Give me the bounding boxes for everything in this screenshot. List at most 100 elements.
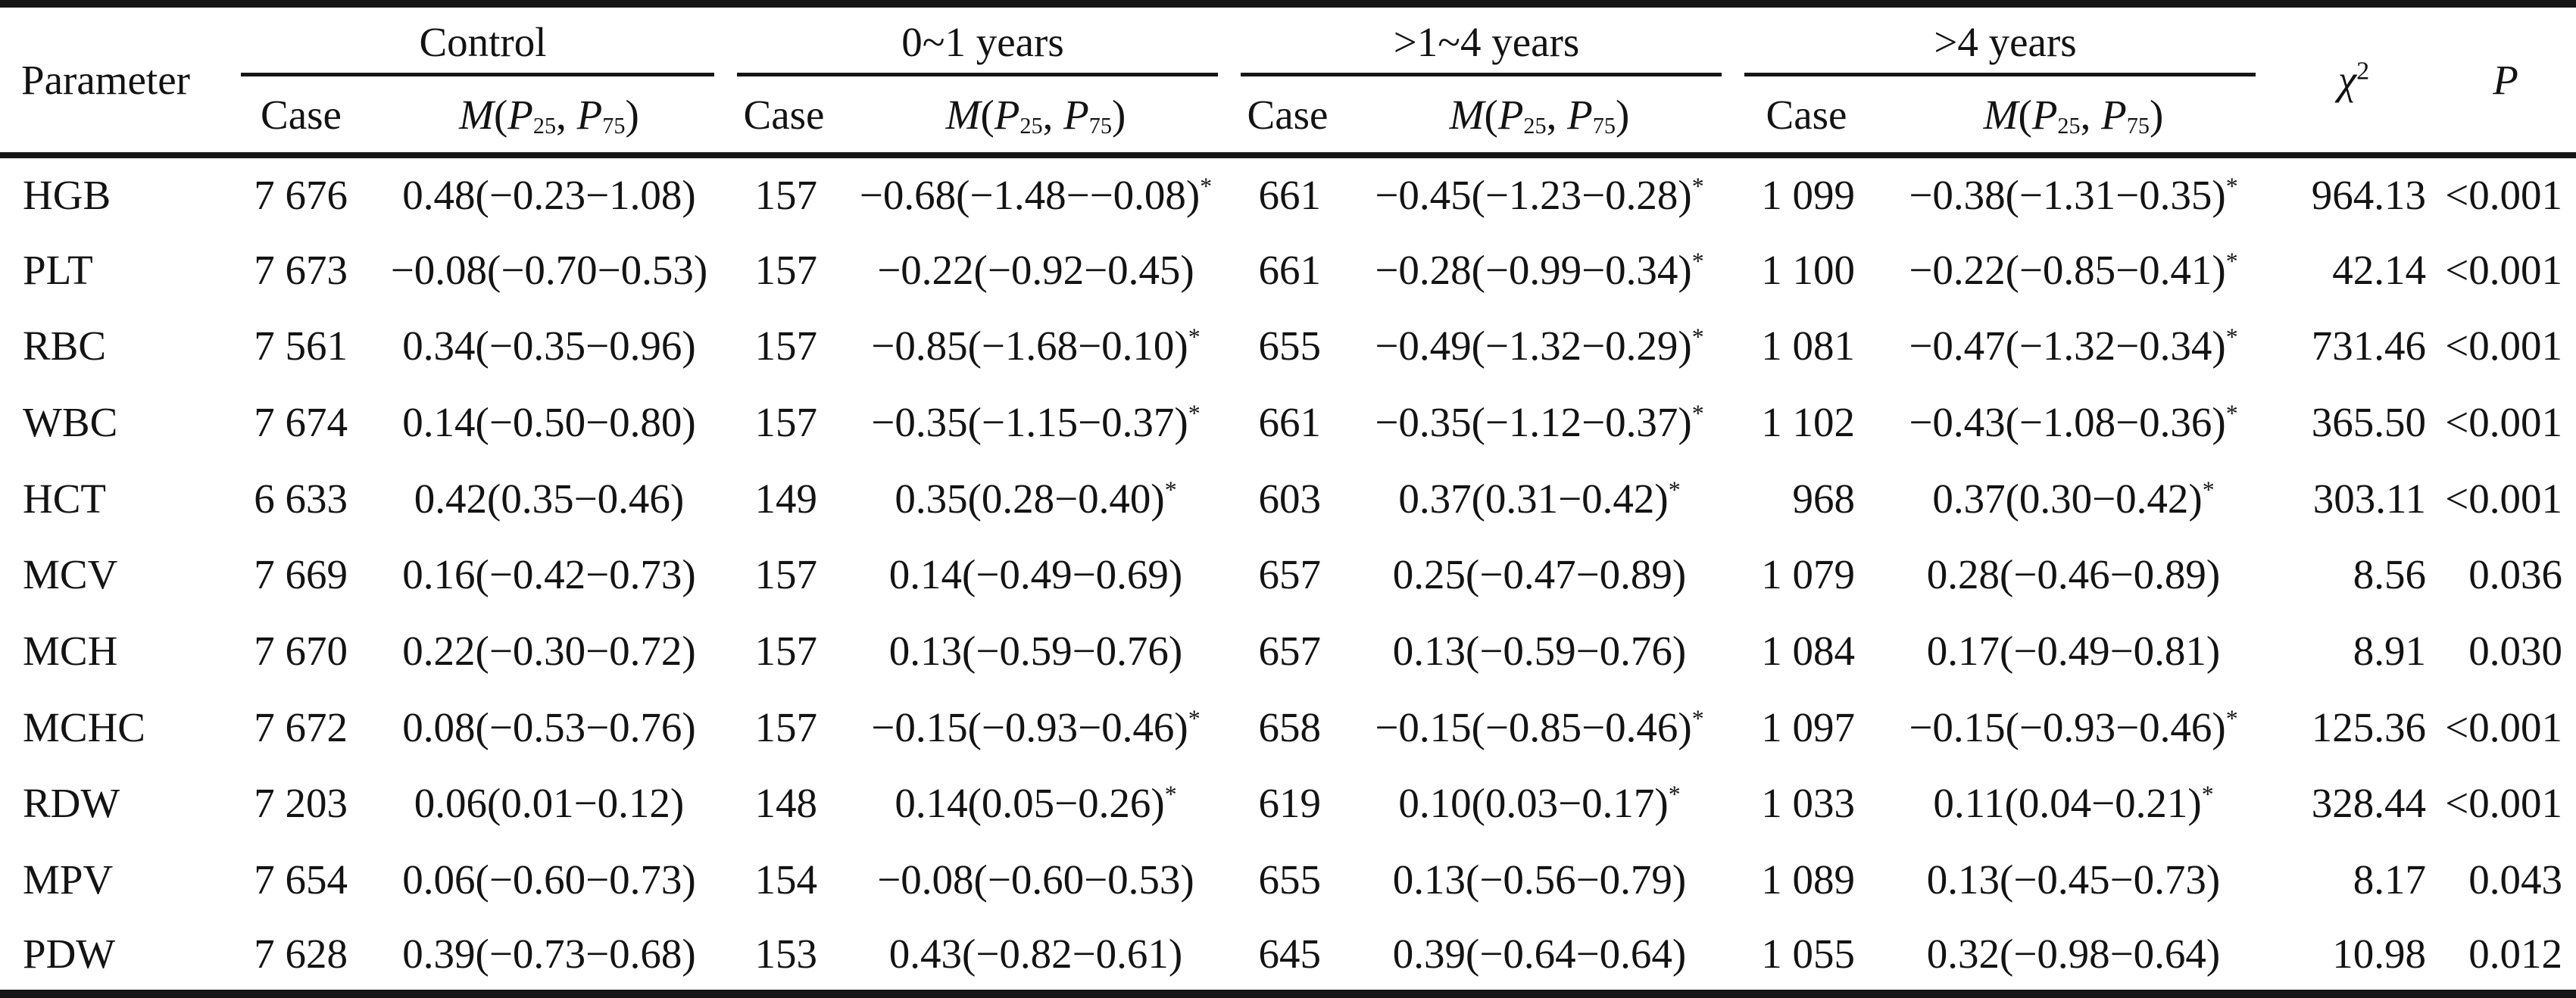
m-cell: −0.45(−1.23−0.28)* [1375, 171, 1704, 218]
table-row: WBC 7 674 0.14(−0.50−0.80) 157 −0.35(−1.15−0… [0, 384, 2576, 460]
m-cell: −0.43(−1.08−0.36)* [1909, 398, 2238, 445]
significance-star: * [1691, 248, 1704, 275]
p-value-header: P [2493, 57, 2518, 103]
m-cell: −0.08(−0.60−0.53) [877, 856, 1194, 903]
case-cell: 1 100 [1761, 246, 1856, 293]
significance-star: * [2225, 173, 2238, 200]
case-cell: 7 673 [254, 246, 348, 293]
case-cell: 157 [754, 703, 818, 750]
significance-star: * [1164, 476, 1177, 504]
case-header-4-years: Case [1766, 91, 1847, 138]
p-cell: 0.030 [2468, 627, 2563, 674]
m-cell: 0.13(−0.59−0.76) [888, 627, 1183, 674]
case-cell: 157 [754, 398, 818, 445]
m-p25-p75-header-0-1-years: M(P25, P75) [945, 91, 1126, 139]
m-cell: 0.37(0.31−0.42)* [1398, 475, 1681, 522]
chi2-cell: 731.46 [2311, 323, 2427, 370]
case-cell: 157 [754, 627, 818, 674]
m-cell: 0.39(−0.73−0.68) [402, 930, 696, 977]
param-cell: PLT [23, 246, 93, 293]
p-cell: <0.001 [2445, 703, 2563, 750]
m-cell: 0.06(0.01−0.12) [414, 780, 685, 827]
m-cell: 0.25(−0.47−0.89) [1392, 551, 1687, 598]
case-cell: 1 033 [1761, 780, 1856, 827]
m-cell: 0.08(−0.53−0.76) [402, 703, 696, 750]
chi-symbol: χ [2337, 57, 2357, 103]
group-header-1-4-years: >1~4 years [1235, 4, 1738, 76]
p-cell: <0.001 [2445, 323, 2563, 370]
case-cell: 655 [1258, 856, 1322, 903]
table-row: RDW 7 203 0.06(0.01−0.12) 148 0.14(0.05−0.26… [0, 765, 2576, 841]
m-cell: −0.15(−0.93−0.46)* [1909, 703, 2238, 750]
case-cell: 7 669 [254, 551, 348, 598]
case-cell: 149 [754, 475, 818, 522]
m-p25-p75-header-4-years: M(P25, P75) [1983, 91, 2164, 139]
table-row: MCV 7 669 0.16(−0.42−0.73) 157 0.14(−0.49−0.… [0, 536, 2576, 613]
table-row: PLT 7 673 −0.08(−0.70−0.53) 157 −0.22(−0.92−… [0, 232, 2576, 308]
case-cell: 7 203 [254, 780, 348, 827]
parameter-header: Parameter [21, 57, 190, 103]
table-row: MPV 7 654 0.06(−0.60−0.73) 154 −0.08(−0.60−0… [0, 841, 2576, 918]
param-cell: MCV [23, 551, 118, 598]
case-cell: 655 [1258, 323, 1322, 370]
case-cell: 7 628 [254, 930, 348, 977]
case-cell: 148 [754, 780, 818, 827]
chi2-cell: 10.98 [2332, 930, 2427, 977]
p-cell: 0.036 [2468, 551, 2563, 598]
significance-star: * [2225, 400, 2238, 427]
p-cell: <0.001 [2445, 171, 2563, 218]
table-row: MCHC 7 672 0.08(−0.53−0.76) 157 −0.15(−0.93−… [0, 689, 2576, 766]
case-cell: 619 [1258, 780, 1322, 827]
case-cell: 657 [1258, 627, 1322, 674]
case-cell: 1 055 [1761, 930, 1856, 977]
m-cell: −0.22(−0.92−0.45) [877, 246, 1194, 293]
significance-star: * [2225, 248, 2238, 275]
case-cell: 661 [1258, 171, 1322, 218]
case-cell: 154 [754, 856, 818, 903]
case-cell: 1 081 [1761, 323, 1856, 370]
chi2-cell: 8.91 [2353, 627, 2427, 674]
chi2-cell: 8.17 [2353, 856, 2427, 903]
m-cell: −0.22(−0.85−0.41)* [1909, 246, 2238, 293]
sub-header-row: Case M(P25, P75) Case M(P25, P75) Case M… [0, 76, 2576, 155]
chi-exponent: 2 [2356, 57, 2370, 86]
param-cell: MCH [23, 627, 118, 674]
case-cell: 7 670 [254, 627, 348, 674]
significance-star: * [1691, 400, 1704, 427]
case-cell: 7 674 [254, 398, 348, 445]
m-cell: −0.15(−0.93−0.46)* [871, 703, 1201, 750]
significance-star: * [1691, 705, 1704, 732]
significance-star: * [1668, 781, 1681, 808]
case-cell: 157 [754, 246, 818, 293]
p-cell: 0.012 [2468, 930, 2563, 977]
p-cell: <0.001 [2445, 475, 2563, 522]
chi2-cell: 964.13 [2311, 171, 2427, 218]
table-row: RBC 7 561 0.34(−0.35−0.96) 157 −0.85(−1.68−0… [0, 307, 2576, 384]
significance-star: * [1691, 173, 1704, 200]
significance-star: * [1668, 476, 1681, 504]
group-header-0-1-years: 0~1 years [731, 4, 1235, 76]
case-header-1-4-years: Case [1247, 91, 1329, 138]
case-cell: 7 561 [254, 323, 348, 370]
m-cell: −0.47(−1.32−0.34)* [1909, 323, 2238, 370]
table-row: HCT 6 633 0.42(0.35−0.46) 149 0.35(0.28−0.40… [0, 460, 2576, 537]
chi2-cell: 365.50 [2311, 398, 2427, 445]
chi2-cell: 328.44 [2311, 780, 2427, 827]
case-cell: 7 654 [254, 856, 348, 903]
m-cell: 0.39(−0.64−0.64) [1392, 930, 1687, 977]
case-cell: 658 [1258, 703, 1322, 750]
group-label: 0~1 years [901, 19, 1064, 65]
chi-square-header: χ2 [2272, 4, 2435, 155]
param-cell: RDW [23, 780, 120, 827]
case-cell: 7 672 [254, 703, 348, 750]
m-cell: 0.10(0.03−0.17)* [1398, 780, 1681, 827]
case-cell: 661 [1258, 246, 1322, 293]
case-header-0-1-years: Case [743, 91, 825, 138]
table-header: Parameter Control 0~1 years >1~4 years >… [0, 4, 2576, 155]
m-cell: 0.14(0.05−0.26)* [895, 780, 1177, 827]
param-cell: MCHC [23, 703, 145, 750]
significance-star: * [1188, 705, 1201, 732]
m-cell: −0.15(−0.85−0.46)* [1375, 703, 1704, 750]
significance-star: * [2201, 781, 2214, 808]
param-cell: RBC [23, 323, 107, 370]
